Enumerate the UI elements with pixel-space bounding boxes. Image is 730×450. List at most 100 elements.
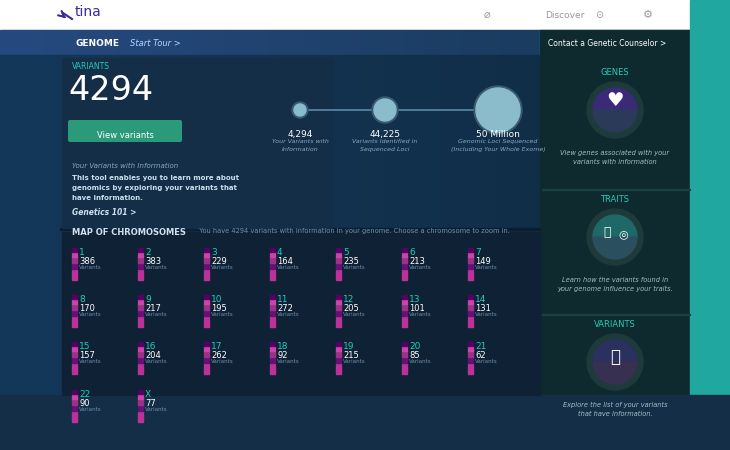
Text: Sequenced Loci: Sequenced Loci xyxy=(360,147,410,152)
Bar xyxy=(402,259,407,261)
Text: ⚙: ⚙ xyxy=(643,10,653,20)
Bar xyxy=(537,30,538,55)
Bar xyxy=(206,30,207,55)
Bar xyxy=(260,55,261,395)
Bar xyxy=(204,310,209,312)
Bar xyxy=(138,308,143,310)
Bar xyxy=(399,55,400,395)
Bar xyxy=(138,361,143,363)
Bar xyxy=(452,30,453,55)
Bar xyxy=(456,30,457,55)
Bar xyxy=(435,55,436,395)
Bar xyxy=(468,353,473,355)
Bar xyxy=(146,55,147,395)
Bar xyxy=(412,55,413,395)
Text: View genes associated with your: View genes associated with your xyxy=(561,150,669,156)
Bar xyxy=(175,55,176,395)
Bar xyxy=(155,55,156,395)
Bar xyxy=(528,55,529,395)
Bar xyxy=(244,30,245,55)
Bar xyxy=(7,55,8,395)
Bar xyxy=(397,30,398,55)
Bar xyxy=(18,55,19,395)
Bar xyxy=(72,278,77,280)
Bar xyxy=(196,55,197,395)
Bar xyxy=(217,55,218,395)
Bar xyxy=(72,360,77,361)
Bar xyxy=(473,30,474,55)
Bar xyxy=(468,342,473,344)
Bar xyxy=(403,55,404,395)
Wedge shape xyxy=(593,237,637,259)
Bar xyxy=(72,317,77,319)
Text: 262: 262 xyxy=(211,351,227,360)
Text: Variants: Variants xyxy=(475,359,498,364)
Bar xyxy=(145,55,146,395)
Bar xyxy=(76,30,77,55)
Bar xyxy=(138,252,143,254)
Bar xyxy=(14,55,15,395)
Bar xyxy=(144,30,145,55)
Bar xyxy=(47,30,48,55)
Bar xyxy=(208,55,209,395)
Bar xyxy=(270,346,275,348)
Bar xyxy=(336,323,341,325)
Bar xyxy=(138,370,143,372)
Bar xyxy=(316,30,317,55)
Bar xyxy=(526,30,527,55)
Text: Your Variants with Information: Your Variants with Information xyxy=(72,163,178,169)
Bar xyxy=(154,55,155,395)
Bar xyxy=(254,30,255,55)
Bar xyxy=(138,390,143,392)
Bar xyxy=(229,30,230,55)
Bar xyxy=(436,30,437,55)
Bar xyxy=(270,353,275,355)
Bar xyxy=(72,403,77,405)
Bar xyxy=(38,55,39,395)
Bar xyxy=(23,30,24,55)
Bar xyxy=(138,267,143,270)
Bar xyxy=(527,55,528,395)
Bar xyxy=(62,55,63,395)
Bar xyxy=(310,55,311,395)
Bar xyxy=(447,55,448,395)
Bar xyxy=(288,30,289,55)
Bar xyxy=(336,344,341,346)
Bar xyxy=(203,30,204,55)
Bar xyxy=(402,263,407,265)
Bar xyxy=(22,30,23,55)
Bar xyxy=(270,270,275,271)
Bar xyxy=(482,55,483,395)
Bar xyxy=(445,55,446,395)
Bar xyxy=(285,55,286,395)
Bar xyxy=(68,55,69,395)
Bar xyxy=(233,55,234,395)
Bar xyxy=(423,30,424,55)
Bar xyxy=(165,30,166,55)
Bar xyxy=(138,257,143,259)
Bar xyxy=(52,30,53,55)
Bar xyxy=(134,55,135,395)
Bar xyxy=(207,55,208,395)
Bar xyxy=(468,312,473,314)
Bar xyxy=(93,55,94,395)
Text: 204: 204 xyxy=(145,351,161,360)
Bar xyxy=(138,312,143,314)
Bar xyxy=(293,55,294,395)
Bar xyxy=(402,257,407,259)
Bar xyxy=(468,366,473,368)
Bar xyxy=(376,30,377,55)
Bar xyxy=(63,55,64,395)
Bar xyxy=(487,55,488,395)
Bar xyxy=(439,30,440,55)
Text: 157: 157 xyxy=(79,351,95,360)
Bar xyxy=(270,263,275,265)
Bar xyxy=(138,412,143,414)
Bar xyxy=(401,30,402,55)
Bar xyxy=(138,410,143,411)
Bar xyxy=(81,55,82,395)
Bar xyxy=(341,30,342,55)
Text: View variants: View variants xyxy=(96,131,153,140)
Bar xyxy=(138,251,143,252)
Bar xyxy=(336,30,337,55)
